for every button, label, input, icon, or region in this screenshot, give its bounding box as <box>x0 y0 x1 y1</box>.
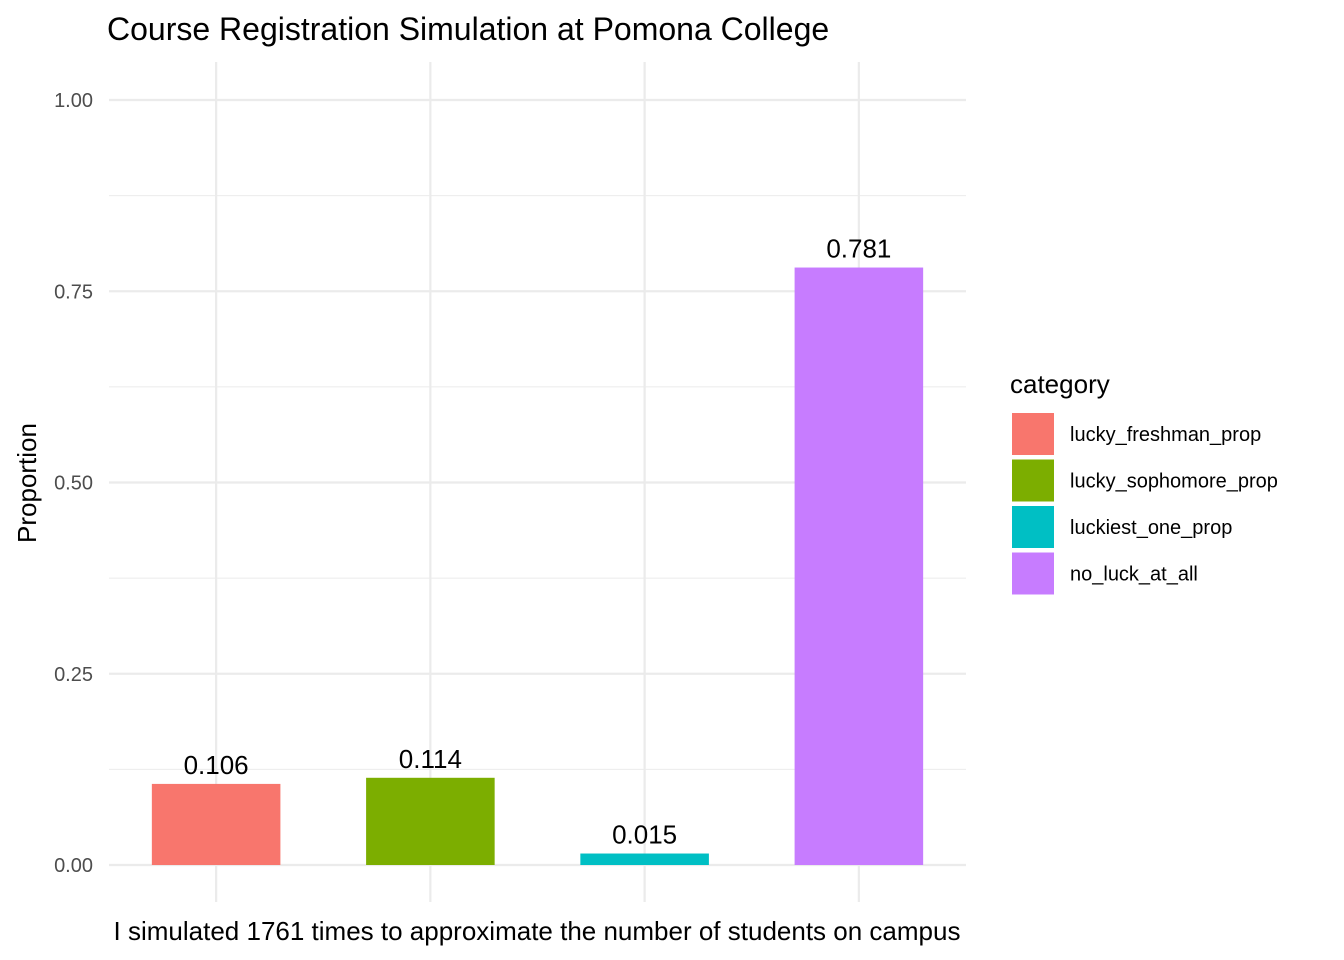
bars: 0.106 0.114 0.015 0.781 <box>151 234 924 865</box>
legend-label: lucky_freshman_prop <box>1070 424 1261 446</box>
y-tick-label: 0.75 <box>54 281 93 303</box>
y-tick-label: 0.00 <box>54 855 93 877</box>
data-label: 0.781 <box>826 234 891 264</box>
legend-label: no_luck_at_all <box>1070 564 1198 586</box>
legend-key <box>1012 506 1054 548</box>
legend-key <box>1012 413 1054 455</box>
y-axis: 0.00 0.25 0.50 0.75 1.00 <box>54 90 93 877</box>
data-label: 0.015 <box>612 820 677 850</box>
x-axis-title: I simulated 1761 times to approximate th… <box>114 916 961 946</box>
y-tick-label: 0.50 <box>54 473 93 495</box>
y-tick-label: 0.25 <box>54 664 93 686</box>
legend-key <box>1012 459 1054 502</box>
bar-no_luck_at_all <box>794 267 924 865</box>
bar-lucky_sophomore_prop <box>366 777 495 865</box>
legend-label: lucky_sophomore_prop <box>1070 471 1278 493</box>
bar-luckiest_one_prop <box>580 853 709 865</box>
data-label: 0.106 <box>184 750 249 780</box>
legend-label: luckiest_one_prop <box>1070 517 1232 539</box>
bar-lucky_freshman_prop <box>151 783 281 865</box>
legend-title: category <box>1010 369 1110 399</box>
chart-title: Course Registration Simulation at Pomona… <box>107 11 829 47</box>
legend-key <box>1012 552 1054 595</box>
y-axis-title: Proportion <box>12 423 42 543</box>
y-tick-label: 1.00 <box>54 90 93 112</box>
data-label: 0.114 <box>399 744 462 774</box>
legend: category lucky_freshman_prop lucky_sophom… <box>1010 369 1278 595</box>
